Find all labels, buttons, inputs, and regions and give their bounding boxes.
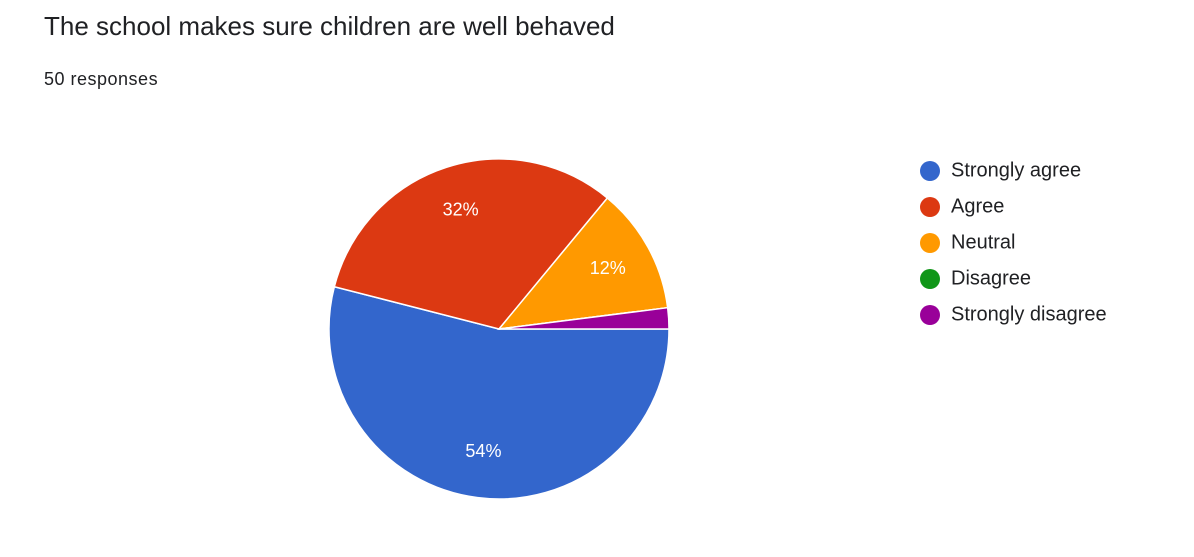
legend-label: Disagree [951, 267, 1031, 289]
chart-title: The school makes sure children are well … [44, 11, 615, 41]
legend-label: Strongly agree [951, 159, 1081, 181]
legend-swatch [920, 161, 940, 181]
slice-label: 32% [443, 200, 479, 220]
slice-label: 54% [465, 441, 501, 461]
legend-swatch [920, 305, 940, 325]
legend-label: Neutral [951, 231, 1015, 253]
legend-label: Agree [951, 195, 1004, 217]
pie-slice [328, 285, 670, 500]
slice-label: 12% [590, 258, 626, 278]
legend-swatch [920, 233, 940, 253]
legend-label: Strongly disagree [951, 303, 1107, 325]
chart-subtitle: 50 responses [44, 69, 158, 89]
legend-swatch [920, 197, 940, 217]
pie-slice [498, 306, 670, 330]
legend-swatch [920, 269, 940, 289]
pie-slice [497, 196, 669, 330]
pie-slice [333, 158, 609, 330]
